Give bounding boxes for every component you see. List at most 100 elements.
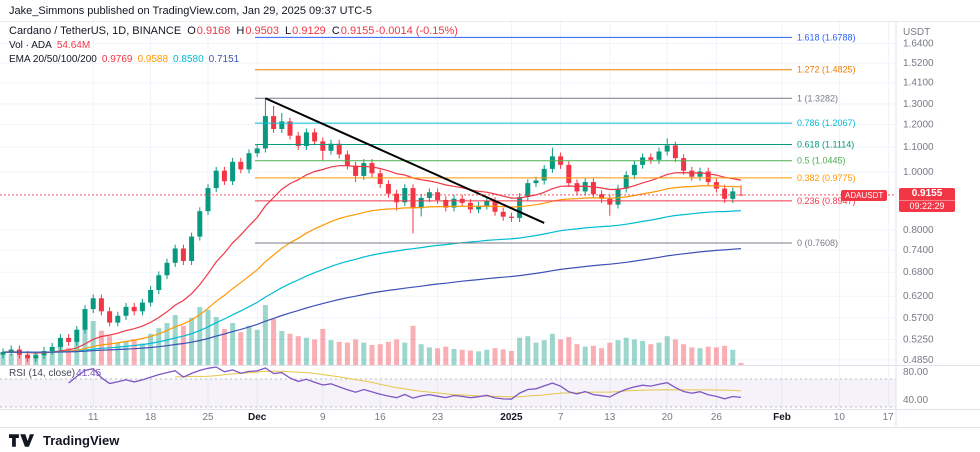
volume-bar xyxy=(566,337,572,365)
volume-bar xyxy=(738,362,744,365)
candle xyxy=(336,139,342,159)
volume-layer xyxy=(0,305,744,365)
volume-bar xyxy=(484,349,490,365)
volume-bar xyxy=(279,331,285,365)
time-axis-label: 17 xyxy=(882,412,894,423)
rsi-line xyxy=(68,366,742,400)
volume-bar xyxy=(344,342,350,365)
volume-bar xyxy=(16,353,22,365)
candle xyxy=(131,302,137,316)
candle xyxy=(451,194,457,212)
price-axis-label: 0.8000 xyxy=(903,225,934,236)
candle xyxy=(500,207,506,221)
volume-bar xyxy=(582,346,588,365)
volume-bar xyxy=(66,347,72,365)
volume-bar xyxy=(189,317,195,365)
fib-label: 0.618 (1.1114) xyxy=(797,140,854,150)
price-axis-label: 0.6200 xyxy=(903,291,934,302)
volume-bar xyxy=(197,307,203,365)
volume-bar xyxy=(394,339,400,365)
time-axis-label: 9 xyxy=(320,412,326,423)
volume-bar xyxy=(90,321,96,365)
time-axis-label: 20 xyxy=(662,412,674,423)
ema20-value: 0.9769 xyxy=(101,54,133,65)
time-axis-label: 11 xyxy=(88,412,99,423)
candle xyxy=(353,161,359,183)
candle xyxy=(74,325,80,346)
open-label: O xyxy=(187,25,196,37)
candle xyxy=(320,137,326,161)
candle xyxy=(344,150,350,170)
volume-bar xyxy=(459,349,465,365)
price-axis-label: 0.7400 xyxy=(903,245,934,256)
open-value: 0.9168 xyxy=(196,25,231,37)
candles-layer xyxy=(0,98,744,363)
price-axis-label: 1.2000 xyxy=(903,120,934,131)
fib-layer: 1.618 (1.6788) 1.272 (1.4825) 1 (1.3282) 0.… xyxy=(255,32,856,248)
fib-label: 0.382 (0.9775) xyxy=(797,173,856,183)
volume-bar xyxy=(426,347,432,365)
volume-bar xyxy=(328,340,334,365)
tradingview-brand[interactable]: TradingView xyxy=(43,433,120,448)
rsi-value: 41.45 xyxy=(76,368,102,379)
rsi-legend: RSI (14, close)41.45 xyxy=(9,368,101,379)
ema-line-20 xyxy=(2,165,742,354)
candle xyxy=(435,188,441,204)
volume-bar xyxy=(271,319,277,365)
volume-bar xyxy=(681,344,687,365)
rsi-label: RSI (14, close) xyxy=(9,368,76,379)
candle xyxy=(312,128,318,146)
volume-bar xyxy=(476,351,482,365)
volume-bar xyxy=(254,329,260,365)
ema50-value: 0.9588 xyxy=(137,54,169,65)
candle xyxy=(484,197,490,210)
candle xyxy=(57,334,63,352)
time-axis-label: 2025 xyxy=(500,412,523,423)
candle xyxy=(541,165,547,185)
symbol-legend: Cardano / TetherUS, 1D, BINANCE O0.9168 H0… xyxy=(9,25,458,37)
candle xyxy=(623,171,629,193)
rsi-band xyxy=(0,379,896,407)
volume-bar xyxy=(287,333,293,365)
candle xyxy=(287,117,293,140)
ema-line-200 xyxy=(3,248,742,353)
attribution-text: Jake_Simmons published on TradingView.co… xyxy=(9,4,373,17)
fib-label: 1 (1.3282) xyxy=(797,93,838,103)
candle xyxy=(681,154,687,175)
volume-bar xyxy=(631,339,637,365)
candle xyxy=(115,311,121,327)
drawings-layer xyxy=(0,97,896,224)
volume-bar xyxy=(607,342,613,365)
volume-bar xyxy=(148,333,154,365)
volume-value: 54.64M xyxy=(56,40,91,51)
volume-bar xyxy=(402,342,408,365)
last-price-value: 0.9155 xyxy=(911,188,943,199)
candle xyxy=(615,184,621,209)
ema-layer xyxy=(2,165,742,354)
candle xyxy=(139,298,145,316)
time-axis-label: Feb xyxy=(773,412,791,423)
candle xyxy=(689,166,695,181)
volume-bar xyxy=(82,325,88,365)
candle xyxy=(582,178,588,196)
volume-bar xyxy=(336,341,342,365)
pane-borders xyxy=(0,22,980,426)
price-axis-label: 0.4850 xyxy=(903,355,934,366)
candle xyxy=(90,294,96,314)
volume-bar xyxy=(312,339,318,365)
close-label: C xyxy=(331,25,340,37)
candle xyxy=(664,138,670,156)
low-label: L xyxy=(285,25,292,37)
tradingview-logo-icon xyxy=(9,432,36,449)
fib-label: 0.236 (0.8947) xyxy=(797,196,856,206)
candle xyxy=(697,167,703,181)
volume-bar xyxy=(689,347,695,365)
candle xyxy=(197,207,203,241)
candle xyxy=(295,131,301,151)
volume-bar xyxy=(558,339,564,365)
volume-bar xyxy=(205,309,211,365)
volume-bar xyxy=(672,339,678,365)
candle xyxy=(271,105,277,133)
volume-bar xyxy=(385,341,391,365)
